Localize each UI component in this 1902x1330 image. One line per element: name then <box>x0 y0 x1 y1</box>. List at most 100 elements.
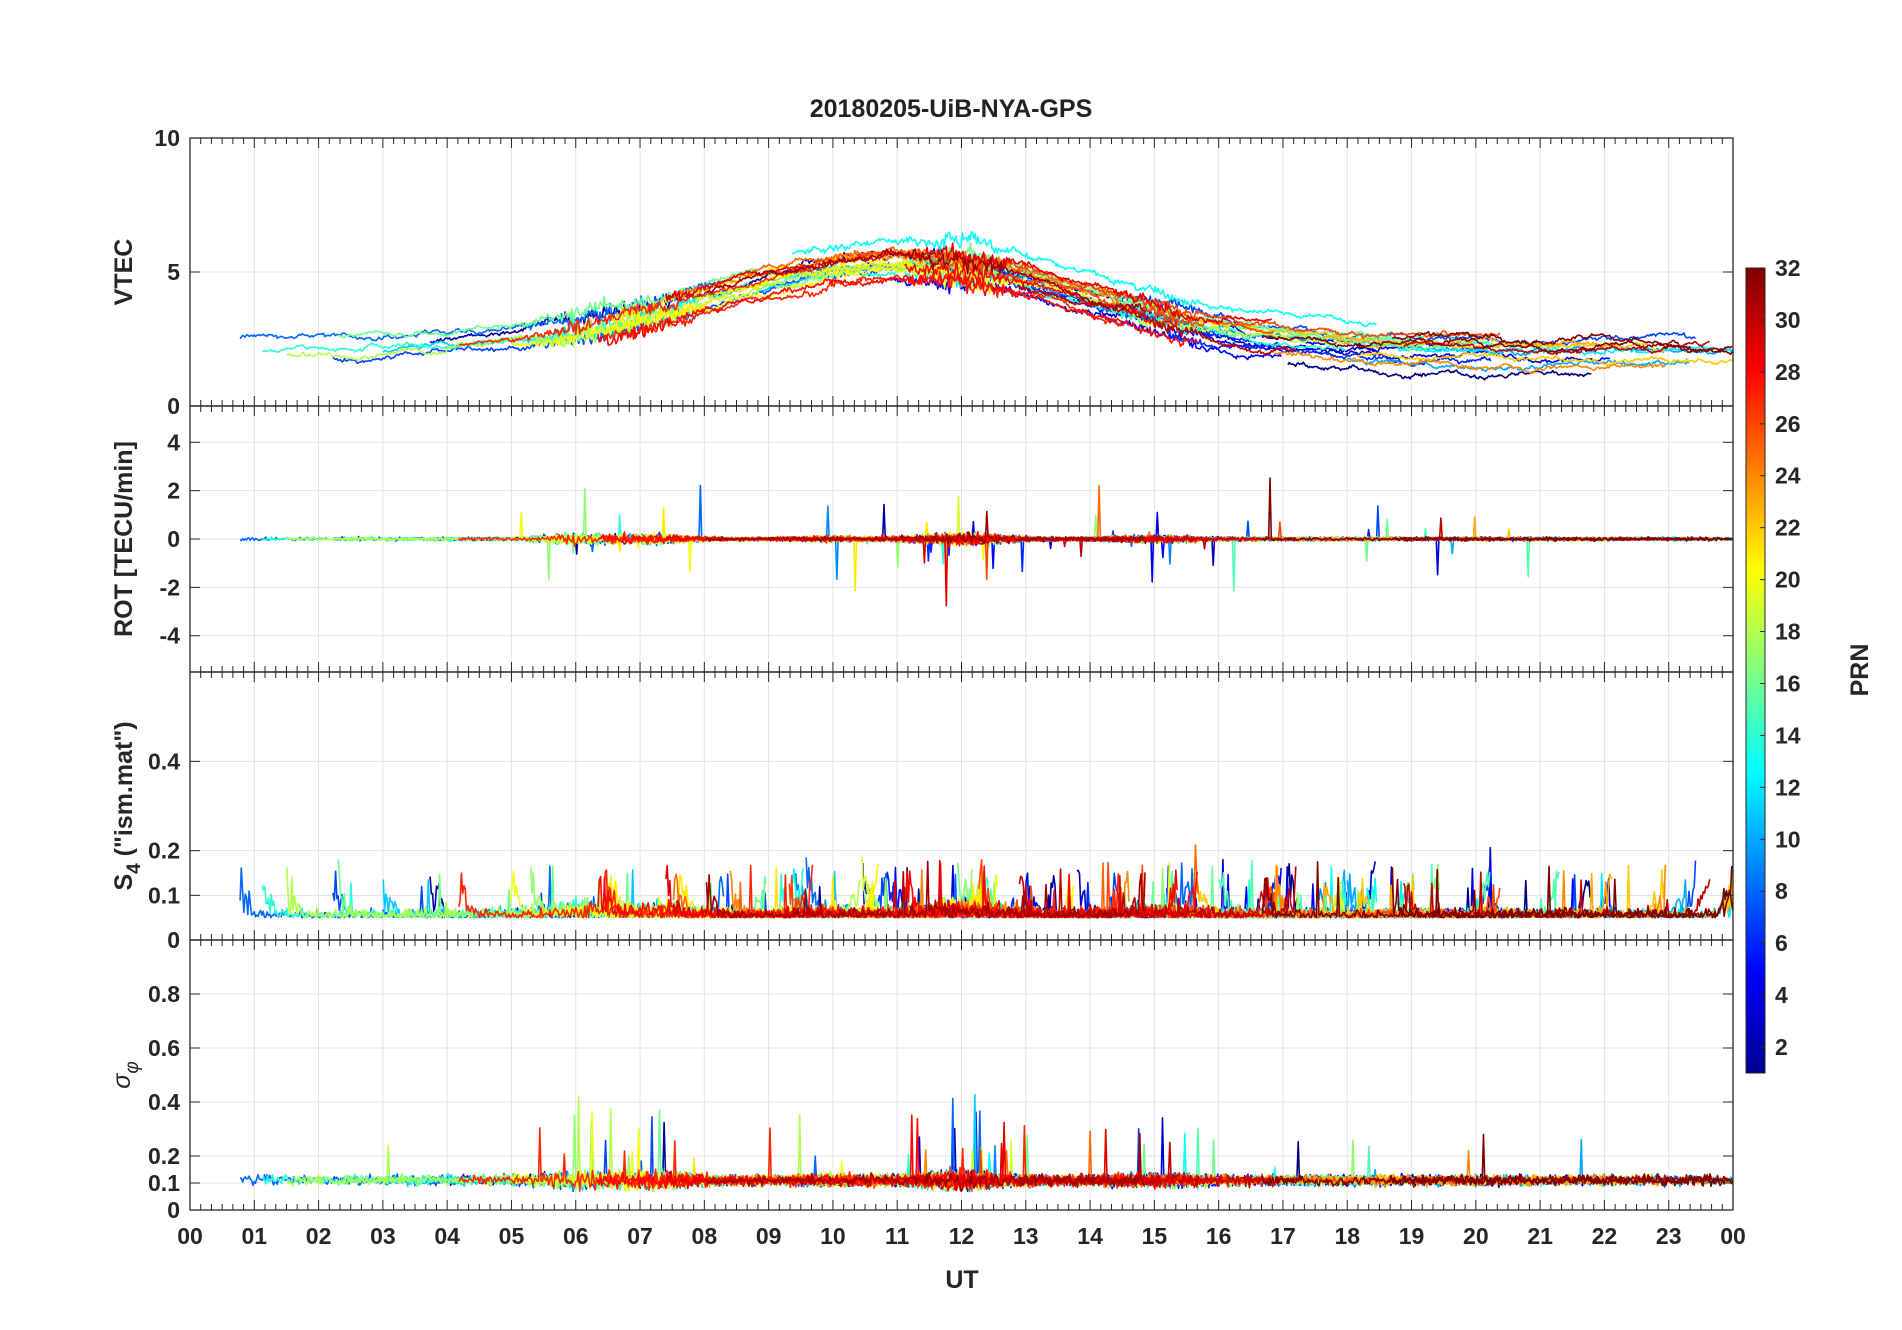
x-tick-label: 22 <box>1592 1223 1618 1249</box>
colorbar-tick-label: 18 <box>1775 619 1801 645</box>
colorbar-tick-label: 4 <box>1775 982 1788 1008</box>
y-tick-label: 0.2 <box>148 1143 180 1169</box>
prn-23-trace <box>1322 335 1613 349</box>
y-tick-label: 0 <box>167 393 180 419</box>
y-tick-label: 5 <box>167 259 180 285</box>
x-tick-label: 16 <box>1206 1223 1232 1249</box>
colorbar-tick-label: 14 <box>1775 722 1801 748</box>
x-tick-label: 01 <box>241 1223 267 1249</box>
colorbar-tick-label: 8 <box>1775 878 1788 904</box>
chart-title: 20180205-UiB-NYA-GPS <box>810 95 1093 123</box>
x-tick-label: 10 <box>820 1223 846 1249</box>
x-tick-label: 23 <box>1656 1223 1682 1249</box>
traces <box>239 844 1733 919</box>
prn-30-trace <box>1018 1141 1297 1189</box>
prn-31-trace <box>705 860 1146 919</box>
x-tick-label: 02 <box>306 1223 332 1249</box>
prn-18-trace <box>286 264 861 362</box>
colorbar-tick-label: 2 <box>1775 1034 1788 1060</box>
y-tick-label: 0.4 <box>148 748 180 774</box>
prn-32-trace <box>1261 1133 1733 1188</box>
colorbar-tick-label: 26 <box>1775 411 1801 437</box>
x-tick-label: 00 <box>1720 1223 1746 1249</box>
y-tick-label: 4 <box>167 429 180 455</box>
colorbar-label: PRN <box>1846 644 1874 697</box>
prn-14-trace <box>262 270 805 354</box>
y-axis-label: VTEC <box>110 239 138 306</box>
x-tick-label: 05 <box>499 1223 525 1249</box>
colorbar-tick-label: 16 <box>1775 670 1801 696</box>
panel-4: 00.10.2 0.4 0.6 0.8 σφ <box>108 939 1734 1223</box>
x-tick-label: 09 <box>756 1223 782 1249</box>
x-tick-label: 12 <box>949 1223 975 1249</box>
prn-27-trace <box>458 267 814 346</box>
x-tick-label: 17 <box>1270 1223 1296 1249</box>
prn-22-trace <box>1356 350 1733 366</box>
y-tick-label: 0.6 <box>148 1035 180 1061</box>
x-tick-label: 15 <box>1142 1223 1168 1249</box>
colorbar-gradient <box>1745 267 1766 1074</box>
y-axis-label-subscript: φ <box>122 1061 143 1073</box>
prn-31-trace <box>706 248 1146 312</box>
y-tick-label: 10 <box>154 125 180 151</box>
y-tick-label: 0 <box>167 927 180 953</box>
prn-13-trace <box>791 230 1377 328</box>
traces <box>239 1093 1733 1193</box>
x-tick-label: 18 <box>1334 1223 1360 1249</box>
prn-32-trace <box>1391 1173 1733 1186</box>
panel-3: 00.10.20.4S4 ("ism.mat") <box>110 671 1734 953</box>
prn-24-trace <box>1274 351 1666 374</box>
x-tick-label: 19 <box>1399 1223 1425 1249</box>
x-tick-label: 08 <box>692 1223 718 1249</box>
x-axis-label: UT <box>945 1266 978 1294</box>
x-tick-label: 03 <box>370 1223 396 1249</box>
y-tick-label: 0.1 <box>148 1170 180 1196</box>
prn-30-trace <box>1019 534 1297 558</box>
y-axis-label-subscript: 4 <box>124 863 145 874</box>
x-tick-label: 04 <box>434 1223 460 1249</box>
x-tick-label: 21 <box>1527 1223 1553 1249</box>
colorbar-tick-label: 22 <box>1775 515 1801 541</box>
prn-9-trace <box>795 505 1327 581</box>
x-tick-label: 14 <box>1077 1223 1103 1249</box>
traces <box>239 477 1733 607</box>
colorbar-tick-label: 28 <box>1775 359 1801 385</box>
y-tick-label: 2 <box>167 478 180 504</box>
y-axis-label: S4 ("ism.mat") <box>110 721 145 890</box>
y-axis-label: ROT [TECU/min] <box>110 441 138 637</box>
x-tick-label: 20 <box>1463 1223 1489 1249</box>
prn-2-trace <box>430 503 1057 555</box>
x-tick-label: 06 <box>563 1223 589 1249</box>
prn-32-trace <box>1392 330 1733 354</box>
colorbar-tick-label: 24 <box>1775 463 1801 489</box>
colorbar-tick-label: 20 <box>1775 567 1801 593</box>
panel-2: -4 -2 0 2 4 ROT [TECU/min] <box>110 405 1734 673</box>
x-tick-label: 11 <box>885 1223 910 1249</box>
colorbar-tick-label: 10 <box>1775 826 1801 852</box>
prn-31-trace <box>705 510 1146 546</box>
y-tick-label: 0.4 <box>148 1089 180 1115</box>
y-tick-label: -2 <box>160 574 180 600</box>
prn-30-trace <box>1403 340 1710 356</box>
prn-32-trace <box>1391 865 1733 919</box>
prn-32-trace <box>1261 334 1733 356</box>
colorbar-tick-label: 32 <box>1775 255 1801 281</box>
panel-1: 0 5 10 VTEC <box>110 125 1734 419</box>
prn-26-trace <box>789 248 1275 335</box>
prn-27-trace <box>603 270 1125 341</box>
prn-29-trace <box>665 242 1273 325</box>
prn-32-trace <box>1261 477 1733 543</box>
prn-28-trace <box>597 273 1198 348</box>
traces <box>239 230 1733 381</box>
y-axis-label: σφ <box>108 1061 143 1088</box>
y-tick-label: 0 <box>167 526 180 552</box>
prn-31-trace <box>705 1132 1146 1193</box>
x-tick-label: 07 <box>627 1223 653 1249</box>
y-tick-label: -4 <box>160 623 181 649</box>
prn-26-trace <box>978 253 1501 339</box>
prn-26-trace <box>978 521 1500 581</box>
prn-28-trace <box>904 262 1178 330</box>
prn-1-trace <box>1287 361 1592 381</box>
